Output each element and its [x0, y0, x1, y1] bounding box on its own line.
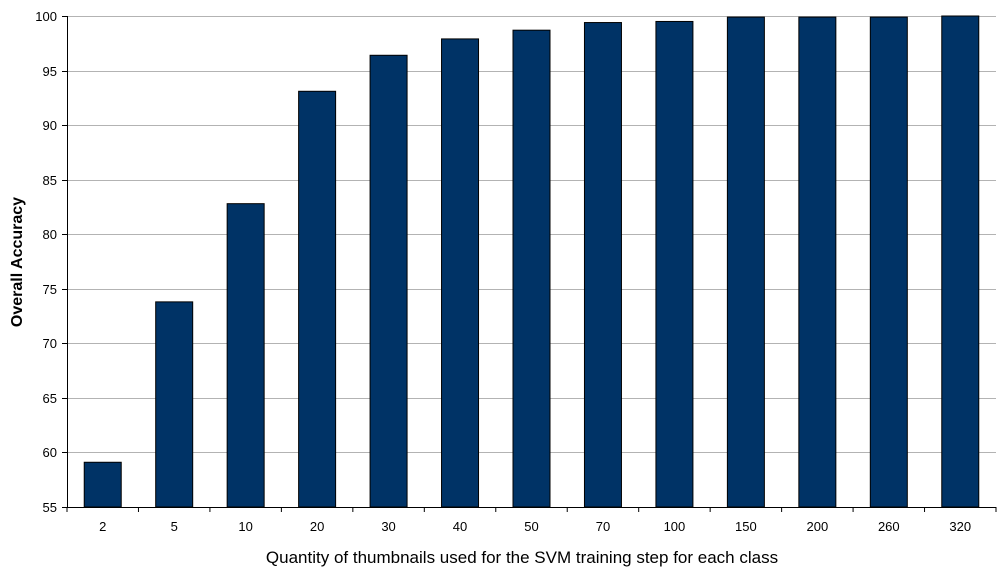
x-tick-label: 70: [596, 519, 610, 534]
bar-5: [155, 301, 194, 508]
y-axis-ticks: 55 60 65 70 75 80 85 90 95 100: [35, 9, 67, 515]
x-tick-label: 320: [949, 519, 971, 534]
bar-10: [226, 203, 265, 508]
bar-320: [941, 15, 980, 508]
x-tick-label: 200: [806, 519, 828, 534]
x-tick-label: 100: [664, 519, 686, 534]
x-tick-label: 30: [381, 519, 395, 534]
x-tick-label: 150: [735, 519, 757, 534]
y-tick-label: 70: [43, 336, 57, 351]
y-axis-title: Overall Accuracy: [9, 197, 26, 327]
y-tick-label: 85: [43, 173, 57, 188]
bar-100: [655, 20, 694, 508]
bar-50: [512, 29, 551, 508]
x-tick-label: 5: [171, 519, 178, 534]
x-axis-ticks: 2 5 10 20 30 40 50 70 100 150 200 260 320: [66, 507, 997, 534]
y-tick-label: 100: [35, 9, 57, 24]
y-tick-label: 95: [43, 64, 57, 79]
y-tick-label: 60: [43, 445, 57, 460]
bar-40: [441, 38, 480, 508]
x-tick-label: 10: [238, 519, 252, 534]
y-tick-label: 75: [43, 282, 57, 297]
bar-70: [583, 22, 622, 508]
bar-2: [83, 461, 122, 508]
x-tick-label: 2: [99, 519, 106, 534]
x-tick-label: 260: [878, 519, 900, 534]
bar-150: [726, 16, 765, 508]
y-tick-label: 80: [43, 227, 57, 242]
x-tick-label: 50: [524, 519, 538, 534]
bar-260: [869, 16, 908, 508]
x-axis-title: Quantity of thumbnails used for the SVM …: [266, 548, 778, 567]
bar-20: [298, 90, 337, 508]
y-tick-label: 55: [43, 500, 57, 515]
bar-200: [798, 16, 837, 508]
x-tick-label: 20: [310, 519, 324, 534]
y-tick-label: 90: [43, 118, 57, 133]
y-tick-label: 65: [43, 391, 57, 406]
bars: [83, 15, 980, 508]
bar-30: [369, 54, 408, 508]
x-tick-label: 40: [453, 519, 467, 534]
